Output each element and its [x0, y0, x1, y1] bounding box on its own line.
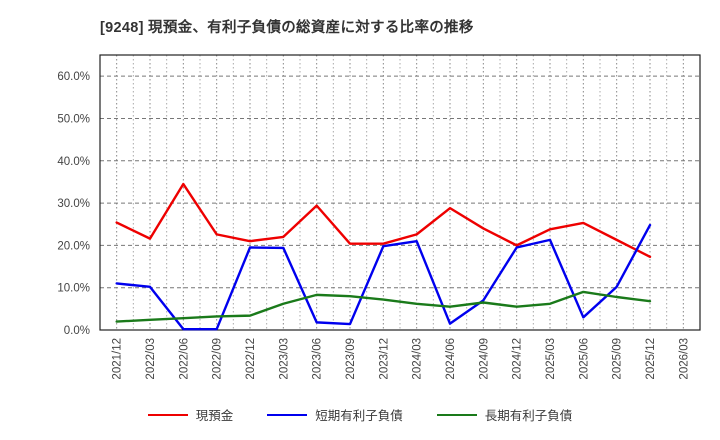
- x-axis-tick-label: 2025/06: [578, 338, 590, 380]
- legend-item-label: 長期有利子負債: [484, 409, 573, 423]
- legend-color-swatch: [436, 413, 477, 416]
- legend-item[interactable]: 短期有利子負債: [267, 405, 403, 424]
- x-axis-tick-label: 2022/12: [245, 338, 257, 380]
- x-axis-tick-label: 2024/06: [445, 338, 457, 380]
- x-axis-tick-label: 2023/12: [378, 338, 390, 380]
- x-axis-tick-label: 2025/09: [612, 338, 624, 380]
- x-axis-tick-label: 2021/12: [112, 338, 124, 380]
- legend-item-label: 現預金: [195, 409, 234, 423]
- legend-item-label: 短期有利子負債: [315, 409, 403, 423]
- page-title: [9248] 現預金、有利子負債の総資産に対する比率の推移: [100, 20, 474, 36]
- x-axis-tick-label: 2022/03: [145, 338, 157, 380]
- legend-item[interactable]: 現預金: [147, 405, 234, 424]
- x-axis-tick-label: 2022/09: [212, 338, 224, 380]
- data-series-line: [115, 182, 652, 259]
- legend-color-swatch: [267, 413, 308, 416]
- x-axis-tick-label: 2023/03: [278, 338, 290, 380]
- y-axis-tick-label: 0.0%: [64, 325, 90, 337]
- legend-color-swatch: [147, 413, 188, 416]
- line-chart-plot: 0.0% 10.0% 20.0% 30.0% 40.0% 50.0% 60.0% 2021/1…: [57, 54, 701, 380]
- y-axis-tick-label: 30.0%: [57, 198, 90, 210]
- x-axis-tick-label: 2024/03: [412, 338, 424, 380]
- x-axis-tick-label: 2024/09: [478, 338, 490, 380]
- x-axis-tick-label: 2022/06: [178, 338, 190, 380]
- x-axis-tick-label: 2025/03: [545, 338, 557, 380]
- y-axis-tick-label: 50.0%: [57, 113, 90, 125]
- chart-legend: 現預金 短期有利子負債 長期有利子負債: [0, 405, 720, 424]
- plot-frame: [99, 54, 701, 331]
- data-series-line: [115, 290, 652, 323]
- legend-item[interactable]: 長期有利子負債: [436, 405, 573, 424]
- x-axis-tick-label: 2025/12: [645, 338, 657, 380]
- y-axis-tick-label: 40.0%: [57, 156, 90, 168]
- y-axis-tick-label: 60.0%: [57, 71, 90, 83]
- data-series-line: [115, 223, 652, 331]
- x-axis-tick-label: 2026/03: [678, 338, 690, 380]
- x-axis-tick-label: 2023/06: [312, 338, 324, 380]
- y-axis-tick-label: 10.0%: [57, 283, 90, 295]
- x-axis-tick-label: 2023/09: [345, 338, 357, 380]
- y-axis-tick-label: 20.0%: [57, 240, 90, 252]
- x-axis-tick-label: 2024/12: [512, 338, 524, 380]
